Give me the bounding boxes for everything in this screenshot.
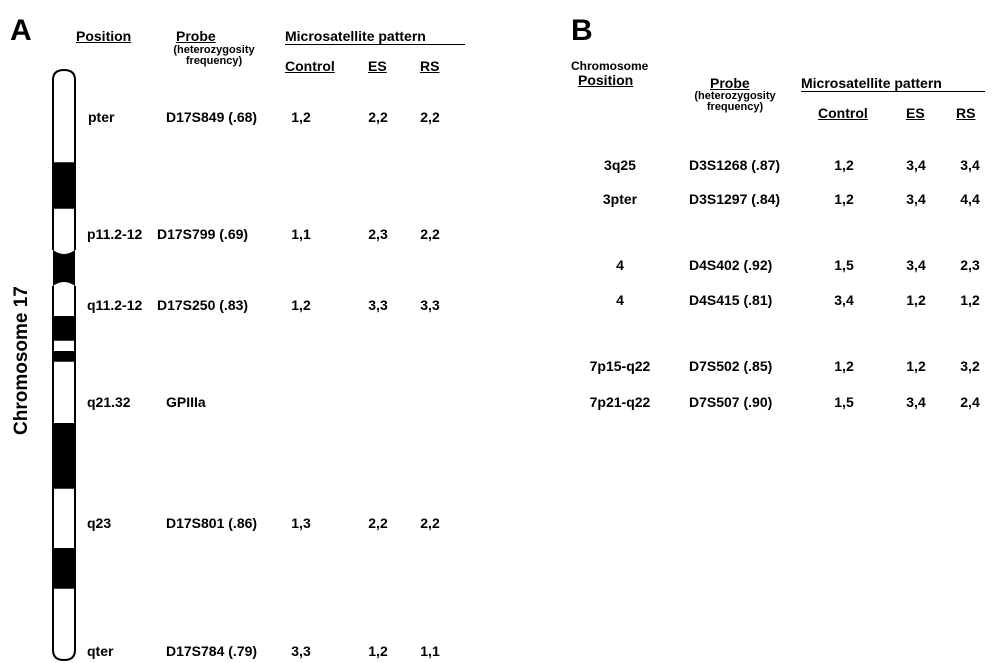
panel-a-rs-cell: 2,2 <box>420 109 440 125</box>
panel-a-pattern-underline <box>285 44 465 45</box>
ideogram-band <box>53 548 75 588</box>
ideogram-band <box>53 163 75 208</box>
panel-b-pattern-header: Microsatellite pattern <box>801 75 942 91</box>
chromosome-17-ideogram <box>52 68 76 662</box>
panel-b-es-cell: 1,2 <box>906 292 926 308</box>
panel-a-position-cell: pter <box>88 109 115 125</box>
panel-b-position-cell: 7p15-q22 <box>589 358 651 374</box>
panel-a-es-cell: 3,3 <box>368 297 388 313</box>
ideogram-band <box>53 316 75 340</box>
panel-b-position-cell: 4 <box>616 257 624 273</box>
panel-b-es-cell: 3,4 <box>906 191 926 207</box>
panel-a-rs-cell: 1,1 <box>420 643 440 659</box>
panel-b-es-cell: 3,4 <box>906 394 926 410</box>
panel-a-probe-cell: D17S849 (.68) <box>166 109 258 125</box>
panel-a-control-cell: 1,2 <box>291 297 311 313</box>
panel-b-position-cell: 4 <box>616 292 624 308</box>
panel-a-rs-cell: 2,2 <box>420 226 440 242</box>
panel-b-control-header: Control <box>818 105 868 121</box>
panel-a-probe-subheader-2: frequency) <box>185 55 243 67</box>
panel-b-control-cell: 1,2 <box>834 157 854 173</box>
panel-b-control-cell: 1,5 <box>834 257 854 273</box>
panel-a-probe-cell: D17S784 (.79) <box>166 643 258 659</box>
panel-a-probe-header: Probe <box>176 28 216 44</box>
panel-b-position-cell: 7p21-q22 <box>589 394 651 410</box>
panel-b-position-cell: 3pter <box>602 191 638 207</box>
panel-b-probe-cell: D3S1268 (.87) <box>689 157 781 173</box>
panel-b-probe-subheader-1: (heterozygosity <box>694 90 776 102</box>
panel-a-es-cell: 2,2 <box>368 515 388 531</box>
panel-b-control-cell: 3,4 <box>834 292 854 308</box>
panel-a-rs-header: RS <box>420 58 440 74</box>
panel-a-letter: A <box>10 14 32 47</box>
panel-b-position-cell: 3q25 <box>604 157 636 173</box>
panel-b-position-header: Position <box>578 72 634 88</box>
panel-b-rs-cell: 3,2 <box>960 358 980 374</box>
panel-a-probe-subheader-1: (heterozygosity <box>173 44 255 56</box>
panel-b-rs-header: RS <box>956 105 976 121</box>
panel-a-position-cell: q11.2-12 <box>87 297 143 313</box>
ideogram-centromere <box>53 250 75 286</box>
panel-b-rs-cell: 2,3 <box>960 257 980 273</box>
panel-a-control-cell: 3,3 <box>291 643 311 659</box>
panel-b-control-cell: 1,2 <box>834 191 854 207</box>
panel-a-es-header: ES <box>368 58 387 74</box>
ideogram-band <box>53 423 75 488</box>
panel-b-rs-cell: 1,2 <box>960 292 980 308</box>
panel-b-letter: B <box>571 14 593 47</box>
panel-b-rs-cell: 3,4 <box>960 157 980 173</box>
panel-a-position-cell: q23 <box>87 515 112 531</box>
panel-a-rs-cell: 2,2 <box>420 515 440 531</box>
panel-b-control-cell: 1,5 <box>834 394 854 410</box>
panel-a-control-header: Control <box>285 58 335 74</box>
panel-b-rs-cell: 2,4 <box>960 394 980 410</box>
panel-a-probe-cell: D17S801 (.86) <box>166 515 258 531</box>
panel-a-es-cell: 2,2 <box>368 109 388 125</box>
panel-b-probe-header: Probe <box>710 75 750 91</box>
panel-b-pattern-underline <box>801 91 985 92</box>
panel-b-probe-cell: D4S402 (.92) <box>689 257 773 273</box>
panel-b-probe-cell: D4S415 (.81) <box>689 292 773 308</box>
panel-b-es-cell: 3,4 <box>906 157 926 173</box>
panel-a-position-cell: q21.32 <box>87 394 131 410</box>
panel-a-position-header: Position <box>76 28 132 44</box>
panel-a-es-cell: 1,2 <box>368 643 388 659</box>
panel-a-position-cell: p11.2-12 <box>87 226 143 242</box>
panel-b-chromosome-header: Chromosome <box>571 59 649 73</box>
panel-a-probe-cell: D17S250 (.83) <box>157 297 249 313</box>
chromosome-17-label: Chromosome 17 <box>11 286 32 435</box>
panel-a-probe-cell: GPIIIa <box>166 394 206 410</box>
panel-a-control-cell: 1,2 <box>291 109 311 125</box>
panel-a-rs-cell: 3,3 <box>420 297 440 313</box>
panel-b-probe-cell: D3S1297 (.84) <box>689 191 781 207</box>
panel-a-probe-cell: D17S799 (.69) <box>157 226 249 242</box>
panel-b-probe-cell: D7S502 (.85) <box>689 358 773 374</box>
ideogram-band <box>53 351 75 361</box>
panel-b-es-cell: 3,4 <box>906 257 926 273</box>
panel-b-probe-cell: D7S507 (.90) <box>689 394 773 410</box>
panel-b-rs-cell: 4,4 <box>960 191 980 207</box>
panel-a-pattern-header: Microsatellite pattern <box>285 28 426 44</box>
panel-a-es-cell: 2,3 <box>368 226 388 242</box>
panel-a-control-cell: 1,1 <box>291 226 311 242</box>
panel-a-control-cell: 1,3 <box>291 515 311 531</box>
panel-b-control-cell: 1,2 <box>834 358 854 374</box>
panel-a-position-cell: qter <box>87 643 114 659</box>
panel-b-es-cell: 1,2 <box>906 358 926 374</box>
panel-b-es-header: ES <box>906 105 925 121</box>
panel-b-probe-subheader-2: frequency) <box>706 101 764 113</box>
